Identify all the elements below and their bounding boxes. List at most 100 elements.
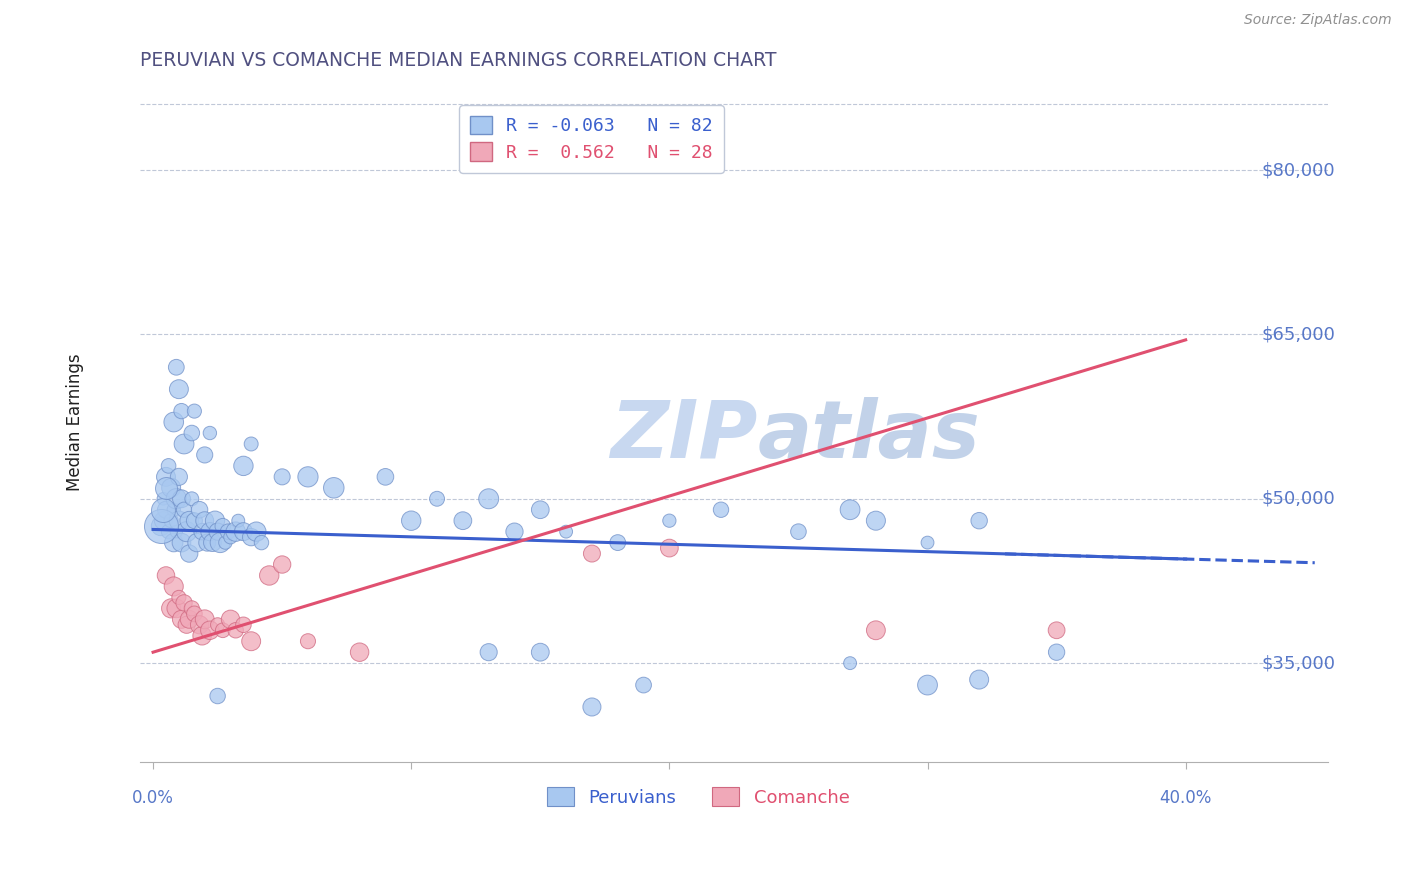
Point: [165, 524, 187, 539]
Point: [167, 514, 190, 528]
Point: [297, 470, 319, 484]
Point: [232, 458, 254, 473]
Text: 0.0%: 0.0%: [132, 789, 174, 807]
Point: [865, 514, 887, 528]
Point: [198, 425, 221, 440]
Point: [219, 612, 242, 626]
Point: [195, 535, 218, 549]
Point: [1045, 645, 1067, 659]
Text: $50,000: $50,000: [1261, 490, 1336, 508]
Point: [170, 491, 193, 506]
Point: [503, 524, 526, 539]
Point: [149, 519, 172, 533]
Text: Source: ZipAtlas.com: Source: ZipAtlas.com: [1244, 13, 1392, 28]
Point: [917, 678, 939, 692]
Point: [180, 425, 202, 440]
Point: [865, 624, 887, 638]
Point: [240, 530, 263, 544]
Point: [165, 491, 187, 506]
Point: [245, 524, 267, 539]
Point: [183, 607, 205, 621]
Point: [149, 519, 172, 533]
Point: [658, 514, 681, 528]
Point: [155, 568, 177, 582]
Point: [271, 470, 294, 484]
Point: [194, 448, 217, 462]
Point: [225, 624, 247, 638]
Legend: Peruvians, Comanche: Peruvians, Comanche: [540, 780, 858, 814]
Point: [581, 547, 603, 561]
Point: [179, 547, 201, 561]
Point: [226, 514, 249, 528]
Point: [478, 491, 501, 506]
Point: [173, 437, 195, 451]
Point: [163, 502, 186, 516]
Point: [232, 617, 254, 632]
Point: [426, 491, 449, 506]
Point: [967, 514, 990, 528]
Point: [209, 535, 232, 549]
Point: [240, 634, 263, 648]
Point: [555, 524, 578, 539]
Point: [163, 535, 186, 549]
Point: [179, 612, 201, 626]
Point: [191, 524, 214, 539]
Point: [207, 617, 229, 632]
Point: [176, 617, 198, 632]
Point: [191, 629, 214, 643]
Point: [271, 558, 294, 572]
Point: [152, 502, 174, 516]
Point: [157, 458, 180, 473]
Point: [240, 437, 263, 451]
Point: [180, 491, 202, 506]
Point: [155, 502, 177, 516]
Point: [198, 624, 221, 638]
Point: [188, 502, 211, 516]
Text: 40.0%: 40.0%: [1160, 789, 1212, 807]
Point: [633, 678, 655, 692]
Point: [160, 514, 183, 528]
Point: [399, 514, 422, 528]
Text: atlas: atlas: [758, 397, 980, 475]
Text: PERUVIAN VS COMANCHE MEDIAN EARNINGS CORRELATION CHART: PERUVIAN VS COMANCHE MEDIAN EARNINGS COR…: [141, 51, 776, 70]
Point: [194, 612, 217, 626]
Point: [606, 535, 628, 549]
Point: [176, 524, 198, 539]
Point: [152, 491, 174, 506]
Point: [198, 524, 221, 539]
Text: ZIP: ZIP: [610, 397, 758, 475]
Point: [160, 601, 183, 615]
Point: [478, 645, 501, 659]
Point: [225, 524, 247, 539]
Point: [297, 634, 319, 648]
Point: [710, 502, 733, 516]
Point: [167, 382, 190, 396]
Point: [204, 514, 226, 528]
Point: [250, 535, 273, 549]
Point: [188, 617, 211, 632]
Point: [201, 535, 224, 549]
Point: [658, 541, 681, 555]
Point: [217, 524, 239, 539]
Point: [155, 481, 177, 495]
Point: [173, 502, 195, 516]
Point: [451, 514, 474, 528]
Point: [322, 481, 344, 495]
Point: [232, 524, 254, 539]
Point: [1045, 624, 1067, 638]
Text: Median Earnings: Median Earnings: [66, 353, 84, 491]
Point: [163, 579, 186, 593]
Point: [257, 568, 280, 582]
Point: [349, 645, 371, 659]
Point: [839, 656, 862, 670]
Point: [211, 624, 233, 638]
Point: [787, 524, 810, 539]
Point: [917, 535, 939, 549]
Point: [186, 535, 208, 549]
Point: [173, 596, 195, 610]
Text: $35,000: $35,000: [1261, 654, 1336, 673]
Point: [194, 514, 217, 528]
Point: [155, 470, 177, 484]
Point: [163, 415, 186, 429]
Point: [167, 591, 190, 605]
